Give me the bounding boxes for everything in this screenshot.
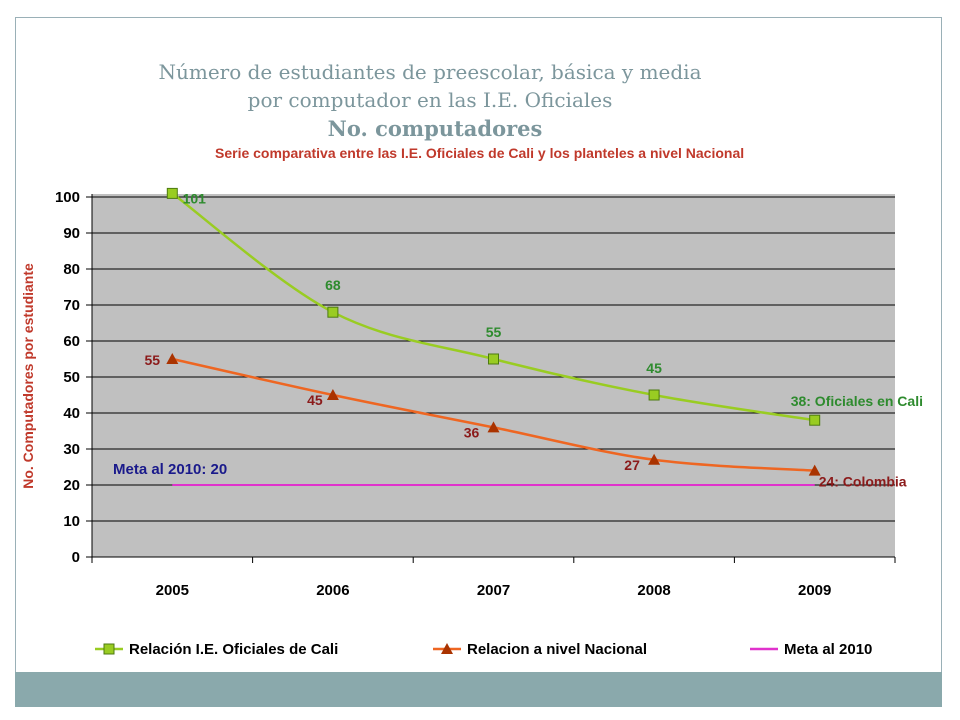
data-label: 36: [464, 424, 480, 440]
data-label: 24: Colombia: [819, 474, 907, 490]
data-point-square: [488, 353, 499, 365]
legend-label: Relacion a nivel Nacional: [467, 641, 647, 658]
data-point-square: [166, 187, 178, 199]
y-tick-label: 100: [55, 189, 80, 206]
series-line-0: [171, 192, 815, 422]
data-point-triangle: [166, 353, 179, 364]
x-tick-label: 2006: [316, 582, 349, 599]
x-tick-label: 2008: [637, 582, 670, 599]
y-tick-label: 40: [63, 405, 80, 422]
legend-marker-triangle: [441, 643, 453, 654]
goal-annotation: Meta al 2010: 20: [113, 461, 227, 478]
y-tick-label: 70: [63, 297, 80, 314]
y-tick-label: 30: [63, 441, 80, 458]
series-layer: 101 68 55 45 38: Oficiales en Cali 55 45 36 27 24…: [145, 187, 923, 490]
footer-band: [15, 672, 942, 707]
data-label: 45: [307, 392, 323, 408]
plot-area: [92, 194, 895, 557]
slide-title-line2: por computador en las I.E. Oficiales: [247, 88, 613, 112]
y-tick-label: 0: [72, 549, 80, 566]
data-label: 38: Oficiales en Cali: [791, 393, 923, 409]
data-point-square: [809, 414, 821, 426]
axes: 0 10 20 30 40 50 60 70 80 90 100 2005 2006 2007 2008 20…: [55, 189, 896, 599]
data-label: 101: [183, 190, 207, 206]
legend-label: Relación I.E. Oficiales de Cali: [129, 641, 338, 658]
data-point-square: [648, 389, 660, 401]
y-tick-label: 20: [63, 477, 80, 494]
data-label: 27: [624, 457, 640, 473]
y-tick-label: 90: [63, 225, 80, 242]
data-label: 55: [486, 324, 502, 340]
data-label: 68: [325, 277, 341, 293]
legend-marker-square: [103, 643, 115, 655]
line-chart: Serie comparativa entre las I.E. Oficial…: [20, 145, 923, 658]
x-tick-label: 2005: [156, 582, 189, 599]
data-point-square: [327, 306, 339, 318]
y-axis-label: No. Computadores por estudiante: [20, 263, 36, 489]
slide-title-line1: Número de estudiantes de preescolar, bás…: [158, 60, 702, 84]
y-tick-label: 60: [63, 333, 80, 350]
y-tick-label: 80: [63, 261, 80, 278]
data-point-triangle: [808, 464, 821, 476]
data-point-triangle: [487, 421, 500, 433]
y-tick-label: 10: [63, 513, 80, 530]
legend: Relación I.E. Oficiales de Cali Relacion …: [95, 641, 872, 658]
data-label: 45: [646, 360, 662, 376]
data-point-triangle: [326, 389, 339, 400]
x-tick-label: 2007: [477, 582, 510, 599]
y-tick-label: 50: [63, 369, 80, 386]
slide-title-line3: No. computadores: [327, 116, 543, 141]
legend-label: Meta al 2010: [784, 641, 872, 658]
chart-subtitle: Serie comparativa entre las I.E. Oficial…: [215, 145, 744, 161]
x-tick-label: 2009: [798, 582, 831, 599]
data-label: 55: [145, 352, 161, 368]
data-point-triangle: [648, 453, 661, 465]
